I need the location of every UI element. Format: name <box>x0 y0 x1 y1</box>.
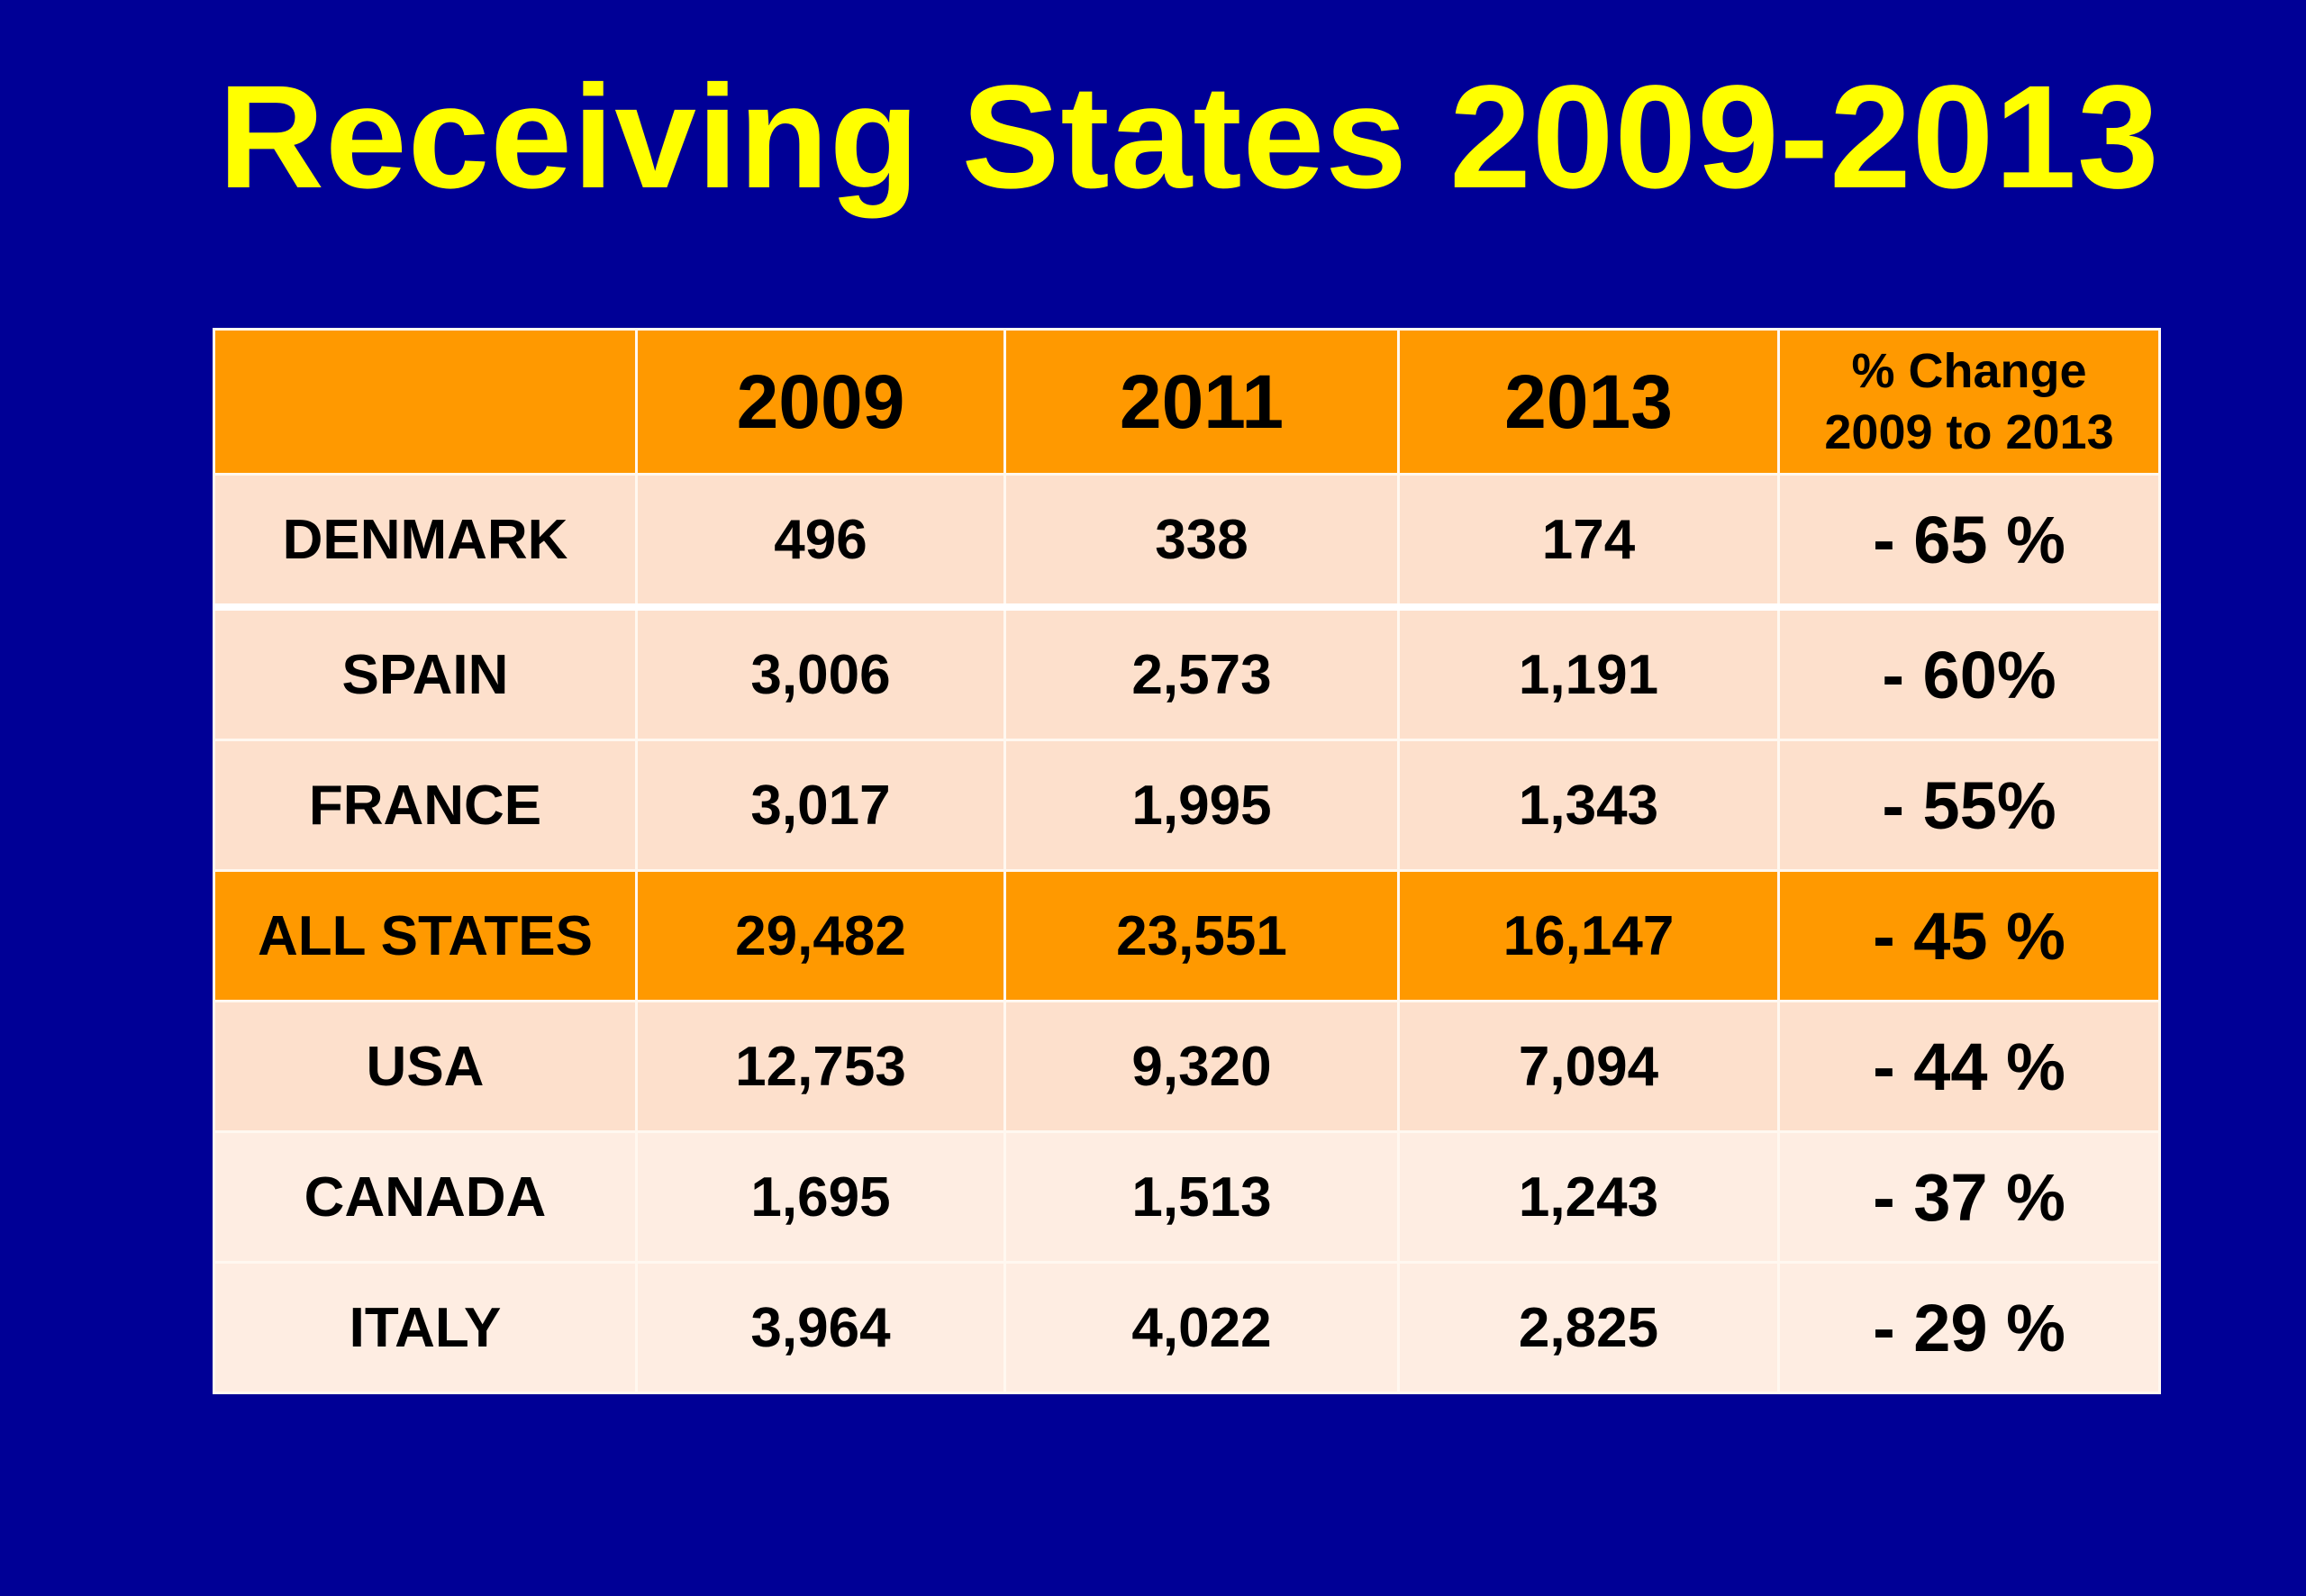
value-2011-cell: 1,513 <box>1003 1130 1400 1264</box>
value-2009-cell: 12,753 <box>635 1000 1006 1133</box>
header-cell-2011: 2011 <box>1003 328 1400 476</box>
table-row-total: ALL STATES 29,482 23,551 16,147 - 45 % <box>213 869 2161 1002</box>
value-2009-cell: 496 <box>635 473 1006 609</box>
change-header-line1: % Change <box>1851 344 2087 398</box>
table-header-row: 2009 2011 2013 % Change 2009 to 2013 <box>213 328 2161 476</box>
table-row: CANADA 1,695 1,513 1,243 - 37 % <box>213 1130 2161 1264</box>
header-cell-2009: 2009 <box>635 328 1006 476</box>
value-2009-cell: 1,695 <box>635 1130 1006 1264</box>
header-cell-blank <box>213 328 638 476</box>
state-cell: CANADA <box>213 1130 638 1264</box>
value-2011-cell: 338 <box>1003 473 1400 609</box>
value-2011-cell: 4,022 <box>1003 1261 1400 1394</box>
state-cell: USA <box>213 1000 638 1133</box>
percent-change-cell: - 45 % <box>1777 869 2161 1002</box>
value-2013-cell: 174 <box>1397 473 1780 609</box>
state-cell: ALL STATES <box>213 869 638 1002</box>
percent-change-cell: - 37 % <box>1777 1130 2161 1264</box>
table-row: SPAIN 3,006 2,573 1,191 - 60% <box>213 603 2161 741</box>
state-cell: ITALY <box>213 1261 638 1394</box>
percent-change-cell: - 44 % <box>1777 1000 2161 1133</box>
value-2013-cell: 1,343 <box>1397 739 1780 872</box>
header-cell-2013: 2013 <box>1397 328 1780 476</box>
percent-change-cell: - 29 % <box>1777 1261 2161 1394</box>
table-row: ITALY 3,964 4,022 2,825 - 29 % <box>213 1261 2161 1394</box>
state-cell: SPAIN <box>213 603 638 741</box>
table-row: USA 12,753 9,320 7,094 - 44 % <box>213 1000 2161 1133</box>
slide-title: Receiving States 2009-2013 <box>218 54 2160 219</box>
value-2009-cell: 3,017 <box>635 739 1006 872</box>
change-header-line2: 2009 to 2013 <box>1824 405 2114 459</box>
value-2011-cell: 9,320 <box>1003 1000 1400 1133</box>
table-row: DENMARK 496 338 174 - 65 % <box>213 473 2161 609</box>
value-2013-cell: 7,094 <box>1397 1000 1780 1133</box>
percent-change-cell: - 55% <box>1777 739 2161 872</box>
value-2013-cell: 16,147 <box>1397 869 1780 1002</box>
value-2013-cell: 2,825 <box>1397 1261 1780 1394</box>
value-2013-cell: 1,243 <box>1397 1130 1780 1264</box>
value-2011-cell: 23,551 <box>1003 869 1400 1002</box>
state-cell: FRANCE <box>213 739 638 872</box>
table-row: FRANCE 3,017 1,995 1,343 - 55% <box>213 739 2161 872</box>
value-2013-cell: 1,191 <box>1397 603 1780 741</box>
receiving-states-table: 2009 2011 2013 % Change 2009 to 2013 DEN… <box>213 328 2161 1394</box>
header-cell-percent-change: % Change 2009 to 2013 <box>1777 328 2161 476</box>
percent-change-cell: - 65 % <box>1777 473 2161 609</box>
value-2011-cell: 1,995 <box>1003 739 1400 872</box>
value-2009-cell: 29,482 <box>635 869 1006 1002</box>
value-2009-cell: 3,006 <box>635 603 1006 741</box>
state-cell: DENMARK <box>213 473 638 609</box>
value-2011-cell: 2,573 <box>1003 603 1400 741</box>
percent-change-cell: - 60% <box>1777 603 2161 741</box>
value-2009-cell: 3,964 <box>635 1261 1006 1394</box>
